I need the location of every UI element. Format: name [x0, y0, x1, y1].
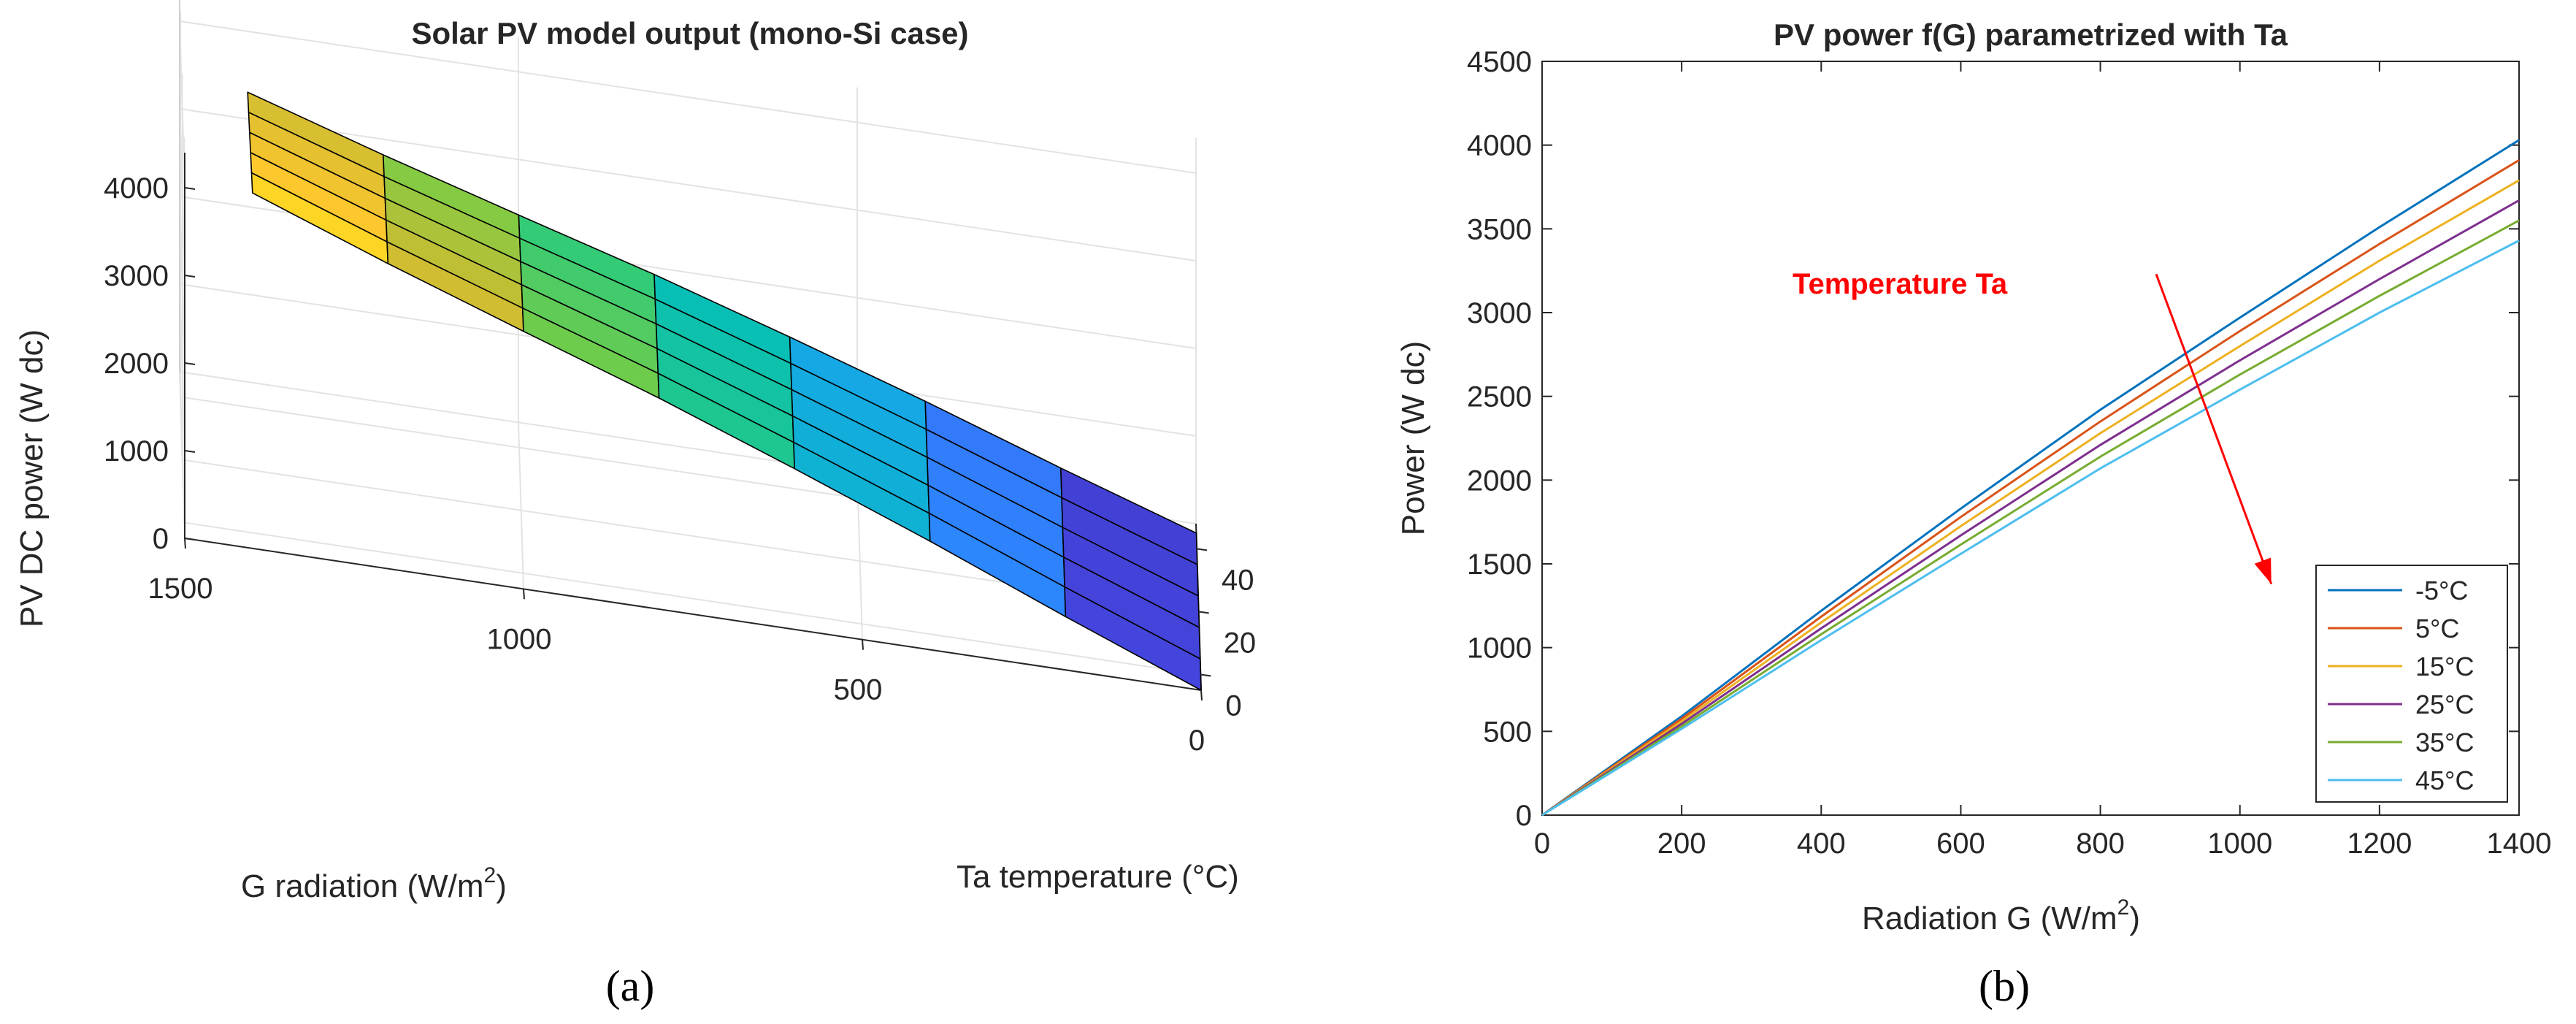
- b-series-line-0: [1541, 139, 2520, 817]
- a-ztick-0: [184, 538, 196, 540]
- b-lines: [1541, 139, 2520, 817]
- a-axis-g: [184, 538, 1202, 691]
- b-ytick-label-4: 2000: [1467, 465, 1532, 497]
- b-ytick-label-5: 2500: [1467, 381, 1532, 413]
- a-grid-floor-t-0: [184, 521, 1201, 676]
- panel-a: 0 1000 2000 3000 4000 0 500 1000 1500 0 20 40 Solar…: [14, 0, 1256, 1010]
- a-ztick-label-1: 1000: [104, 435, 169, 467]
- a-xtick-1: [862, 639, 864, 650]
- b-legend-box: [2315, 565, 2508, 803]
- a-surface: [247, 91, 1202, 691]
- b-xtick-label-6: 1200: [2347, 828, 2412, 860]
- b-ytick-label-0: 0: [1516, 800, 1532, 832]
- b-xtick-label-1: 200: [1657, 828, 1706, 860]
- b-ticks: 0 200 400 600 800 1000 1200 1400 0 500 1000 1500 200…: [1467, 46, 2551, 860]
- b-legend-label-5: 45°C: [2415, 765, 2474, 795]
- b-xtick-label-3: 600: [1936, 828, 1985, 860]
- a-ztick-2: [184, 362, 196, 365]
- b-ylabel: Power (W dc): [1395, 341, 1431, 535]
- b-ytick-label-3: 1500: [1467, 549, 1532, 581]
- a-xlabel-end: ): [496, 868, 507, 904]
- b-legend-label-3: 25°C: [2415, 689, 2474, 719]
- a-ztick-1: [184, 450, 196, 453]
- b-xlabel: Radiation G (W/m2): [1862, 895, 2140, 936]
- b-annotation: Temperature Ta: [1793, 268, 2273, 585]
- a-grid-side-p-3: [179, 108, 185, 276]
- a-grid-back-p-3: [179, 108, 1197, 261]
- b-legend: -5°C 5°C 15°C 25°C 35°C 45°C: [2315, 565, 2508, 803]
- a-grid-side-p-4: [179, 20, 185, 188]
- b-series-line-1: [1541, 159, 2520, 817]
- b-series-line-5: [1541, 240, 2520, 817]
- a-grid-side-p-1: [179, 283, 185, 451]
- b-caption: (b): [1979, 962, 2030, 1010]
- a-ytick-label-1: 20: [1224, 627, 1257, 659]
- a-ytick-0: [1200, 673, 1211, 677]
- a-ztick-label-4: 4000: [104, 172, 169, 205]
- b-ytick-label-7: 3500: [1467, 213, 1532, 245]
- b-legend-label-2: 15°C: [2415, 652, 2474, 681]
- a-xlabel: G radiation (W/m2): [241, 863, 507, 904]
- a-surface-patch-0-0: [1064, 586, 1202, 691]
- a-ztick-3: [184, 275, 196, 278]
- a-caption: (a): [606, 962, 655, 1010]
- a-title: Solar PV model output (mono-Si case): [411, 16, 968, 50]
- a-xlabel-sup: 2: [484, 863, 497, 887]
- a-xtick-label-2: 1000: [487, 623, 552, 655]
- b-series-line-2: [1541, 179, 2520, 817]
- b-annotation-arrow: [2155, 273, 2273, 585]
- a-ztick-label-3: 3000: [104, 260, 169, 292]
- b-legend-label-1: 5°C: [2415, 614, 2459, 643]
- b-annotation-text: Temperature Ta: [1793, 268, 2008, 300]
- b-title: PV power f(G) parametrized with Ta: [1774, 18, 2288, 52]
- b-xlabel-sup: 2: [2117, 895, 2130, 920]
- panel-b: 0 200 400 600 800 1000 1200 1400 0 500 1000 1500 200…: [1395, 18, 2551, 1010]
- b-legend-label-4: 35°C: [2415, 727, 2474, 757]
- a-ticks: 0 1000 2000 3000 4000 0 500 1000 1500 0 20 40: [104, 172, 1256, 757]
- b-ytick-label-2: 1000: [1467, 633, 1532, 665]
- a-ytick-2: [1196, 548, 1208, 551]
- a-grid-back-p-4: [179, 20, 1197, 174]
- b-annotation-arrowhead: [2254, 557, 2272, 584]
- b-xlabel-end: ): [2129, 901, 2140, 936]
- b-xtick-label-7: 1400: [2487, 828, 2552, 860]
- b-xlabel-main: Radiation G (W/m: [1862, 901, 2117, 936]
- b-xtick-label-5: 1000: [2207, 828, 2272, 860]
- b-series-line-4: [1541, 219, 2520, 817]
- a-ytick-label-0: 0: [1225, 689, 1241, 722]
- b-xtick-label-0: 0: [1534, 828, 1550, 860]
- b-series-line-3: [1541, 199, 2520, 817]
- a-xtick-label-0: 0: [1189, 725, 1205, 757]
- a-xtick-0: [1200, 689, 1203, 701]
- a-grid-floor-g-3: [179, 371, 185, 539]
- a-xtick-label-1: 500: [834, 674, 883, 706]
- a-xlabel-main: G radiation (W/m: [241, 868, 484, 904]
- a-ztick-label-0: 0: [153, 523, 169, 555]
- a-ytick-label-2: 40: [1222, 564, 1254, 596]
- b-ytick-label-9: 4500: [1467, 46, 1532, 78]
- a-xtick-label-3: 1500: [148, 573, 213, 605]
- b-xtick-label-4: 800: [2076, 828, 2125, 860]
- a-grid-side-p-2: [179, 196, 185, 364]
- a-grid-floor-g-2: [518, 422, 524, 589]
- b-xtick-label-2: 400: [1797, 828, 1846, 860]
- a-ztick-4: [184, 187, 196, 190]
- b-ytick-label-1: 500: [1483, 716, 1532, 748]
- b-ytick-label-8: 4000: [1467, 130, 1532, 162]
- a-ztick-label-2: 2000: [104, 348, 169, 380]
- b-ytick-label-6: 3000: [1467, 297, 1532, 329]
- a-ylabel: Ta temperature (°C): [957, 859, 1239, 895]
- a-ytick-1: [1198, 611, 1209, 614]
- a-zlabel: PV DC power (W dc): [14, 329, 50, 627]
- b-legend-label-0: -5°C: [2415, 576, 2468, 605]
